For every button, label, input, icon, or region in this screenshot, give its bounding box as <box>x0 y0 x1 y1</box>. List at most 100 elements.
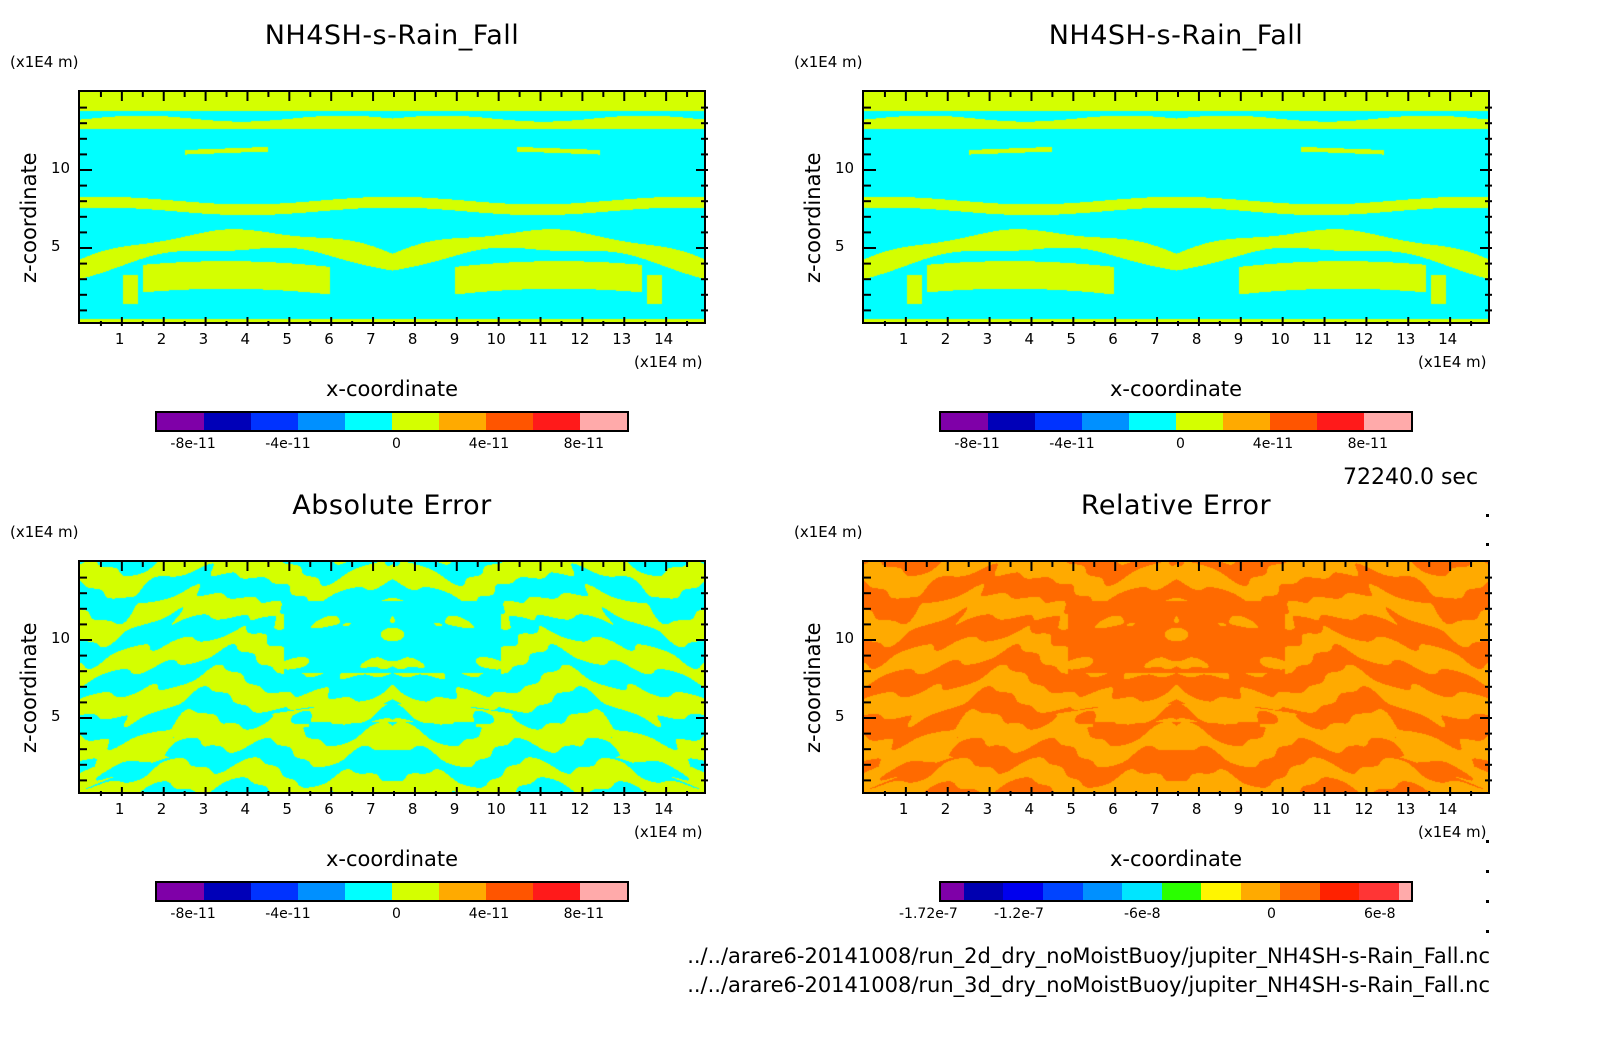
plot-title: Relative Error <box>1080 490 1272 521</box>
colorbar-tick-label: 4e-11 <box>1252 436 1294 452</box>
x-tick-label: 12 <box>1354 330 1374 348</box>
y-tick-label: 10 <box>835 629 855 647</box>
contour-field <box>864 92 1488 322</box>
x-tick-label: 8 <box>1191 330 1202 348</box>
x-tick-label: 3 <box>198 800 209 818</box>
colorbar-tick-label: -4e-11 <box>265 436 311 452</box>
y-tick-label: 10 <box>51 159 71 177</box>
colorbar-tick-label: -6e-8 <box>1124 906 1161 922</box>
y-tick-label: 10 <box>51 629 71 647</box>
x-tick-label: 8 <box>1191 800 1202 818</box>
colorbar-tick-label: -4e-11 <box>1049 436 1095 452</box>
x-tick-label: 3 <box>982 800 993 818</box>
x-tick-label: 11 <box>1312 800 1332 818</box>
y-axis-label: z-coordinate <box>801 152 825 283</box>
x-tick-label: 9 <box>1233 800 1244 818</box>
colorbar-segment <box>204 413 251 430</box>
contour-field <box>864 562 1488 792</box>
colorbar-segment <box>1043 883 1083 900</box>
colorbar-segment <box>298 883 345 900</box>
dot-marker <box>1486 543 1489 546</box>
colorbar-segment <box>533 883 580 900</box>
x-unit-label: (x1E4 m) <box>634 823 703 841</box>
x-tick-label: 7 <box>366 330 376 348</box>
y-axis-label: z-coordinate <box>17 622 41 753</box>
colorbar-segment <box>157 883 204 900</box>
colorbar-tick-label: -8e-11 <box>170 906 216 922</box>
y-tick-label: 5 <box>835 237 845 255</box>
colorbar-segment <box>1223 413 1270 430</box>
colorbar-segment <box>963 883 1004 900</box>
x-tick-label: 4 <box>1024 800 1034 818</box>
contour-field <box>80 92 704 322</box>
dot-marker <box>1486 514 1489 517</box>
x-axis-label: x-coordinate <box>1109 377 1243 401</box>
colorbar-segment <box>1317 413 1364 430</box>
colorbar-segment <box>533 413 580 430</box>
contour-plot <box>862 90 1492 326</box>
plot-title: NH4SH-s-Rain_Fall <box>264 20 520 51</box>
colorbar-tick-label: 0 <box>1267 906 1276 922</box>
colorbar-segment <box>392 883 439 900</box>
x-tick-label: 7 <box>366 800 376 818</box>
contour-plot <box>78 90 708 326</box>
y-unit-label: (x1E4 m) <box>794 523 863 541</box>
colorbar-segment <box>204 883 251 900</box>
colorbar-tick-label: -1.2e-7 <box>994 906 1044 922</box>
y-tick-label: 5 <box>835 707 845 725</box>
x-tick-label: 10 <box>486 330 506 348</box>
colorbar-segment <box>941 413 988 430</box>
colorbar-segment <box>580 883 627 900</box>
x-tick-label: 14 <box>654 330 674 348</box>
colorbar-segment <box>988 413 1035 430</box>
colorbar-segment <box>392 413 439 430</box>
file-path-2d: ../../arare6-20141008/run_2d_dry_noMoist… <box>687 944 1490 968</box>
colorbar-segment <box>1364 413 1411 430</box>
plot-title: Absolute Error <box>292 490 492 521</box>
x-tick-label: 12 <box>1354 800 1374 818</box>
colorbar-segment <box>1176 413 1223 430</box>
x-tick-label: 6 <box>324 330 334 348</box>
x-tick-label: 5 <box>282 330 292 348</box>
x-axis-label: x-coordinate <box>325 847 459 871</box>
x-tick-label: 11 <box>528 800 548 818</box>
y-unit-label: (x1E4 m) <box>10 53 79 71</box>
colorbar-segment <box>1082 883 1123 900</box>
colorbar-segment <box>1122 883 1162 900</box>
axis-ticks <box>864 562 1492 796</box>
x-tick-label: 10 <box>1270 330 1290 348</box>
x-tick-label: 6 <box>324 800 334 818</box>
colorbar-segment <box>298 413 345 430</box>
colorbar-tick-label: -1.72e-7 <box>899 906 958 922</box>
dot-marker <box>1486 870 1489 873</box>
x-unit-label: (x1E4 m) <box>1418 823 1487 841</box>
x-tick-label: 1 <box>114 800 125 818</box>
x-tick-label: 14 <box>654 800 674 818</box>
colorbar-tick-label: 6e-8 <box>1364 906 1396 922</box>
colorbar-segment <box>1270 413 1317 430</box>
x-unit-label: (x1E4 m) <box>634 353 703 371</box>
colorbar-segment <box>1161 883 1202 900</box>
file-path-3d: ../../arare6-20141008/run_3d_dry_noMoist… <box>687 973 1490 997</box>
colorbar-tick-label: -8e-11 <box>170 436 216 452</box>
colorbar-tick-label: -8e-11 <box>954 436 1000 452</box>
colorbar-tick-label: -4e-11 <box>265 906 311 922</box>
colorbar <box>939 881 1413 902</box>
colorbar-segment <box>486 413 533 430</box>
x-tick-label: 3 <box>982 330 993 348</box>
colorbar-segment <box>1035 413 1082 430</box>
x-tick-label: 5 <box>282 800 292 818</box>
x-tick-label: 14 <box>1438 330 1458 348</box>
x-tick-label: 1 <box>898 800 909 818</box>
y-axis-label: z-coordinate <box>801 622 825 753</box>
colorbar-tick-label: 8e-11 <box>1347 436 1388 452</box>
colorbar-tick-label: 4e-11 <box>468 906 510 922</box>
x-tick-label: 9 <box>449 330 460 348</box>
contour-plot <box>78 560 708 796</box>
y-unit-label: (x1E4 m) <box>794 53 863 71</box>
plot-title: NH4SH-s-Rain_Fall <box>1048 20 1304 51</box>
colorbar-tick-label: 0 <box>392 906 401 922</box>
x-tick-label: 4 <box>240 800 250 818</box>
y-tick-label: 5 <box>51 707 61 725</box>
x-tick-label: 14 <box>1438 800 1458 818</box>
